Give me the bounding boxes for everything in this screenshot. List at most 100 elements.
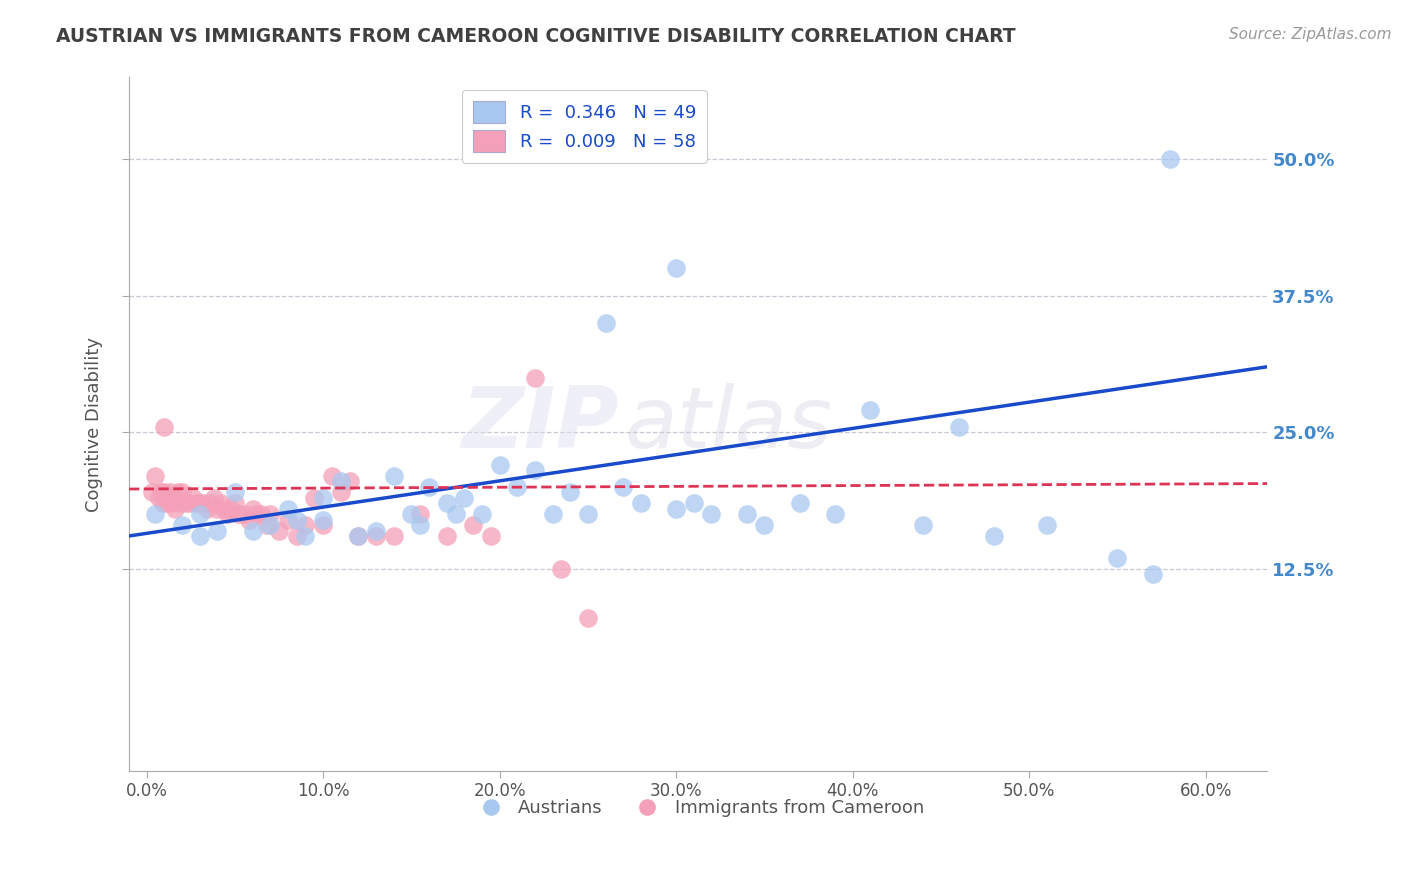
Point: [153, 485, 176, 500]
Point: [541, 507, 564, 521]
Point: [339, 475, 361, 489]
Point: [152, 496, 174, 510]
Point: [312, 491, 335, 505]
Point: [312, 513, 335, 527]
Point: [141, 485, 163, 500]
Point: [267, 524, 290, 538]
Point: [418, 480, 440, 494]
Point: [329, 485, 352, 500]
Point: [735, 507, 758, 521]
Point: [983, 529, 1005, 543]
Point: [294, 518, 316, 533]
Point: [595, 316, 617, 330]
Point: [181, 491, 204, 505]
Point: [1036, 518, 1059, 533]
Point: [188, 507, 211, 521]
Point: [217, 507, 239, 521]
Point: [321, 469, 343, 483]
Point: [436, 529, 458, 543]
Point: [209, 496, 232, 510]
Point: [364, 524, 387, 538]
Point: [195, 501, 218, 516]
Point: [198, 496, 221, 510]
Point: [242, 524, 264, 538]
Point: [409, 507, 432, 521]
Point: [170, 485, 193, 500]
Point: [1142, 567, 1164, 582]
Point: [148, 491, 170, 505]
Point: [285, 513, 308, 527]
Text: ZIP: ZIP: [461, 383, 619, 466]
Point: [948, 419, 970, 434]
Point: [453, 491, 475, 505]
Point: [149, 485, 172, 500]
Point: [859, 403, 882, 417]
Point: [463, 518, 485, 533]
Point: [191, 496, 214, 510]
Point: [294, 529, 316, 543]
Point: [160, 496, 183, 510]
Point: [250, 507, 273, 521]
Point: [382, 529, 405, 543]
Point: [214, 501, 236, 516]
Point: [207, 501, 229, 516]
Point: [523, 370, 546, 384]
Point: [754, 518, 776, 533]
Point: [347, 529, 370, 543]
Point: [550, 562, 572, 576]
Point: [576, 507, 599, 521]
Point: [153, 419, 176, 434]
Point: [471, 507, 494, 521]
Point: [259, 507, 281, 521]
Point: [174, 496, 197, 510]
Point: [630, 496, 652, 510]
Point: [523, 463, 546, 477]
Point: [436, 496, 458, 510]
Point: [167, 485, 190, 500]
Point: [488, 458, 510, 472]
Point: [277, 513, 299, 527]
Point: [789, 496, 811, 510]
Point: [700, 507, 723, 521]
Text: Source: ZipAtlas.com: Source: ZipAtlas.com: [1229, 27, 1392, 42]
Point: [347, 529, 370, 543]
Y-axis label: Cognitive Disability: Cognitive Disability: [86, 336, 103, 512]
Point: [612, 480, 634, 494]
Point: [364, 529, 387, 543]
Point: [329, 475, 352, 489]
Point: [256, 518, 278, 533]
Point: [202, 491, 225, 505]
Point: [170, 518, 193, 533]
Point: [1107, 550, 1129, 565]
Point: [162, 491, 184, 505]
Point: [401, 507, 423, 521]
Point: [912, 518, 935, 533]
Point: [169, 496, 191, 510]
Point: [224, 496, 246, 510]
Text: AUSTRIAN VS IMMIGRANTS FROM CAMEROON COGNITIVE DISABILITY CORRELATION CHART: AUSTRIAN VS IMMIGRANTS FROM CAMEROON COG…: [56, 27, 1017, 45]
Point: [156, 496, 179, 510]
Point: [221, 501, 243, 516]
Point: [506, 480, 529, 494]
Point: [409, 518, 432, 533]
Point: [479, 529, 502, 543]
Point: [238, 513, 260, 527]
Point: [665, 261, 688, 276]
Point: [228, 507, 250, 521]
Point: [312, 518, 335, 533]
Point: [304, 491, 326, 505]
Point: [177, 496, 200, 510]
Point: [259, 518, 281, 533]
Point: [232, 507, 254, 521]
Point: [382, 469, 405, 483]
Point: [277, 501, 299, 516]
Point: [184, 496, 207, 510]
Point: [245, 507, 267, 521]
Point: [285, 529, 308, 543]
Point: [682, 496, 704, 510]
Point: [824, 507, 846, 521]
Point: [163, 501, 186, 516]
Point: [155, 491, 177, 505]
Point: [224, 485, 246, 500]
Point: [188, 529, 211, 543]
